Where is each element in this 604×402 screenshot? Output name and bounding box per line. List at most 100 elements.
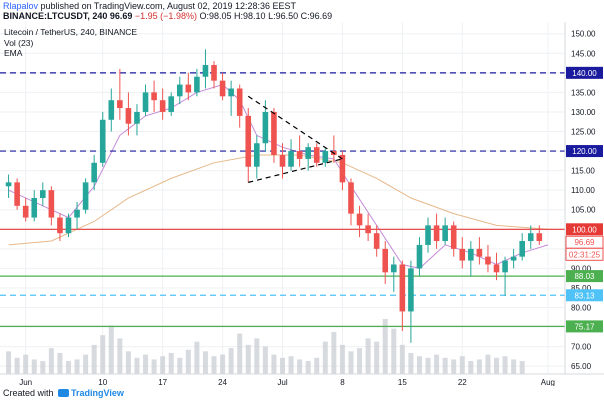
candle-body: [339, 154, 346, 183]
level-price-text: 83.13: [574, 291, 595, 300]
candle-body: [31, 198, 38, 218]
ema-slow-line: [8, 154, 548, 246]
candle-body: [99, 119, 106, 163]
y-tick-label: 65.00: [571, 362, 592, 371]
candle-body: [236, 88, 243, 116]
volume-bar: [339, 344, 345, 374]
volume-bar: [6, 351, 12, 374]
y-tick-label: 110.00: [571, 186, 595, 195]
volume-bar: [117, 338, 123, 374]
level-price-text: 100.00: [572, 225, 597, 234]
candle-body: [57, 217, 63, 234]
ohlc-close-label: C:: [300, 11, 310, 21]
chart-header: Rlapalov published on TradingView.com, A…: [0, 0, 604, 22]
level-price-text: 120.00: [572, 147, 597, 156]
candle-body: [125, 108, 132, 124]
volume-bar: [322, 341, 328, 374]
volume-bar: [271, 354, 277, 374]
volume-bar: [468, 361, 474, 374]
ohlc-high-label: H:: [234, 11, 244, 21]
candle-body: [536, 233, 543, 242]
candle-body: [510, 256, 517, 261]
candle-body: [382, 248, 389, 273]
volume-bar: [451, 359, 457, 374]
ohlc-high: 98.10: [243, 11, 266, 21]
candle-body: [296, 151, 303, 159]
candle-body: [288, 151, 294, 167]
volume-bar: [365, 338, 371, 374]
chart-background: [0, 22, 604, 386]
candle-body: [82, 182, 89, 210]
chart-title: Litecoin / TetherUS, 240, BINANCE: [4, 27, 137, 37]
candle-body: [22, 205, 29, 218]
y-tick-label: 130.00: [571, 108, 596, 117]
volume-bar: [125, 351, 131, 374]
volume-bar: [442, 357, 448, 374]
volume-bar: [83, 354, 89, 374]
x-tick-label: Jul: [277, 378, 287, 386]
price-chart[interactable]: 150.00 145.00 140.00 135.00 130.00 125.00 120.…: [0, 22, 604, 386]
candle-body: [168, 96, 175, 112]
volume-bar: [228, 348, 234, 374]
volume-bar: [91, 344, 97, 374]
candle-body: [373, 233, 380, 249]
volume-bar: [348, 351, 354, 374]
candle-body: [390, 264, 397, 273]
volume-bar: [391, 328, 397, 374]
volume-bar: [23, 354, 29, 374]
volume-bar: [305, 361, 311, 374]
volume-bar: [297, 359, 303, 374]
candle-body: [485, 256, 491, 265]
created-with-line: Created with TradingView: [3, 388, 124, 398]
candle-body: [348, 182, 354, 214]
x-tick-label: Aug: [541, 378, 555, 386]
volume-bar: [519, 361, 525, 374]
candle-body: [442, 225, 448, 242]
candle-body: [134, 111, 140, 124]
candle-body: [245, 115, 252, 167]
level-price-tag: [566, 270, 603, 283]
volume-bar: [502, 356, 508, 374]
candle-body: [271, 111, 277, 155]
volume-bar: [245, 344, 251, 374]
candle-body: [185, 84, 192, 93]
volume-bar: [511, 359, 517, 374]
y-tick-label: 115.00: [571, 167, 595, 176]
x-tick-label: 22: [458, 378, 467, 386]
volume-bar: [416, 356, 422, 374]
candle-body: [254, 143, 260, 167]
candle-body: [356, 213, 363, 226]
candle-body: [305, 147, 311, 159]
tradingview-brand-link[interactable]: TradingView: [71, 388, 124, 398]
volume-bar: [14, 357, 20, 374]
y-tick-label: 70.00: [571, 343, 592, 352]
volume-bar: [357, 348, 363, 374]
symbol-label: BINANCE:LTCUSDT, 240: [3, 11, 108, 21]
triangle-lower-line: [248, 158, 343, 183]
level-price-text: 140.00: [572, 69, 597, 78]
candle-body: [142, 92, 149, 112]
candles: [5, 49, 543, 343]
volume-bar: [220, 354, 226, 374]
volume-bar: [280, 357, 285, 374]
candle-body: [40, 190, 46, 198]
footer: Created with TradingView: [0, 386, 604, 402]
candle-body: [322, 151, 329, 163]
author-link[interactable]: Rlapalov: [3, 1, 39, 11]
published-text: published on TradingView.com, August 02,…: [40, 1, 297, 11]
volume-bar: [382, 319, 388, 374]
y-tick-label: 80.00: [571, 304, 592, 313]
candle-body: [408, 268, 414, 312]
candle-body: [117, 100, 123, 109]
y-tick-label: 125.00: [571, 128, 596, 137]
volume-indicator-label: Vol (23): [4, 38, 33, 48]
candle-body: [108, 100, 115, 120]
price-axis-labels: 140.00 120.00 100.00 88.03 83.13 75.17 96.69 02…: [565, 66, 604, 333]
time-axis[interactable]: Jun 10 17 24 Jul 8 15 22 Aug: [19, 378, 555, 386]
ohlc-open-label: O:: [199, 11, 209, 21]
candle-body: [65, 217, 72, 234]
level-price-tag: [566, 66, 603, 79]
candle-body: [425, 225, 431, 245]
ohlc-open: 98.05: [208, 11, 232, 21]
volume-bar: [211, 356, 217, 374]
